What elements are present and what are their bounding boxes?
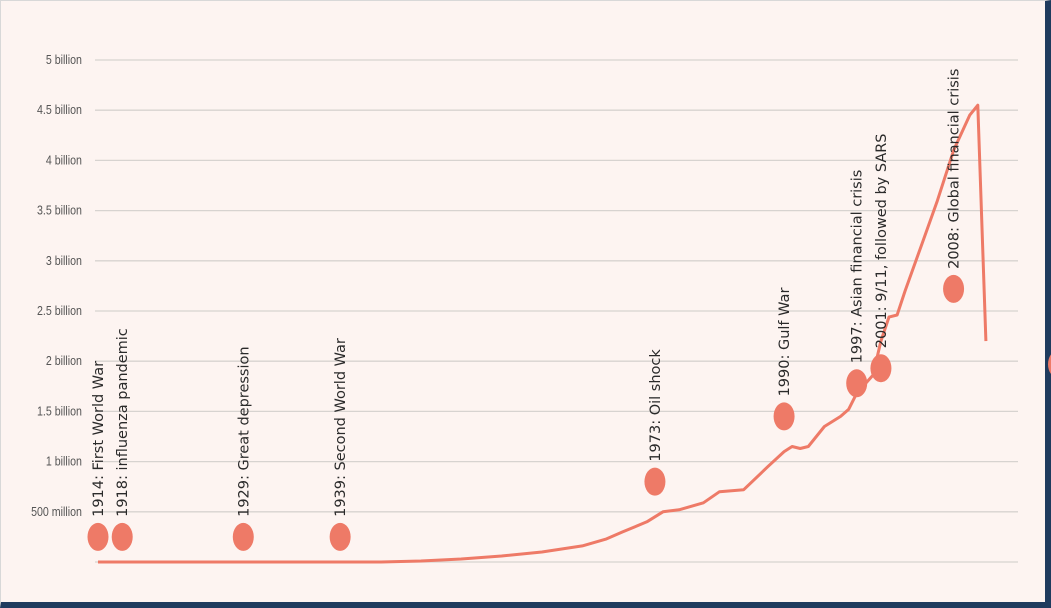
- event-label: 1973: Oil shock: [648, 349, 664, 462]
- y-tick-label: 2 billion: [46, 353, 82, 368]
- event-label: 2001: 9/11, followed by SARS: [874, 133, 890, 348]
- event-label: 1939: Second World War: [333, 338, 349, 517]
- event-label: 1914: First World War: [91, 361, 107, 517]
- y-tick-label: 1.5 billion: [37, 403, 82, 418]
- y-tick-label: 3.5 billion: [37, 203, 82, 218]
- event-label: 1997: Asian financial crisis: [850, 170, 866, 364]
- y-tick-label: 5 billion: [46, 52, 82, 67]
- event-marker: [773, 402, 795, 431]
- event-label: 1929: Great depression: [236, 346, 252, 516]
- event-marker: [644, 467, 666, 496]
- y-tick-label: 2.5 billion: [37, 303, 82, 318]
- event-marker: [232, 522, 254, 551]
- event-marker: [329, 522, 351, 551]
- event-marker: [870, 354, 892, 383]
- event-marker: [87, 522, 109, 551]
- y-tick-label: 4 billion: [46, 152, 82, 167]
- series-line: [98, 103, 988, 564]
- y-tick-label: 500 million: [31, 504, 82, 519]
- event-label: 2008: Global financial crisis: [947, 69, 963, 269]
- event-marker: [111, 522, 133, 551]
- event-label: 1990: Gulf War: [777, 288, 793, 397]
- event-markers: [87, 274, 1051, 551]
- y-tick-label: 1 billion: [46, 454, 82, 469]
- event-label: 1918: influenza pandemic: [115, 328, 131, 517]
- event-marker: [943, 274, 965, 303]
- y-tick-label: 3 billion: [46, 253, 82, 268]
- event-marker: [846, 369, 868, 398]
- y-tick-label: 4.5 billion: [37, 102, 82, 117]
- event-labels: 1914: First World War 1918: influenza pan…: [91, 69, 963, 517]
- event-marker: [1048, 354, 1051, 375]
- y-axis-tick-labels: 500 million 1 billion 1.5 billion 2 billion…: [31, 52, 82, 519]
